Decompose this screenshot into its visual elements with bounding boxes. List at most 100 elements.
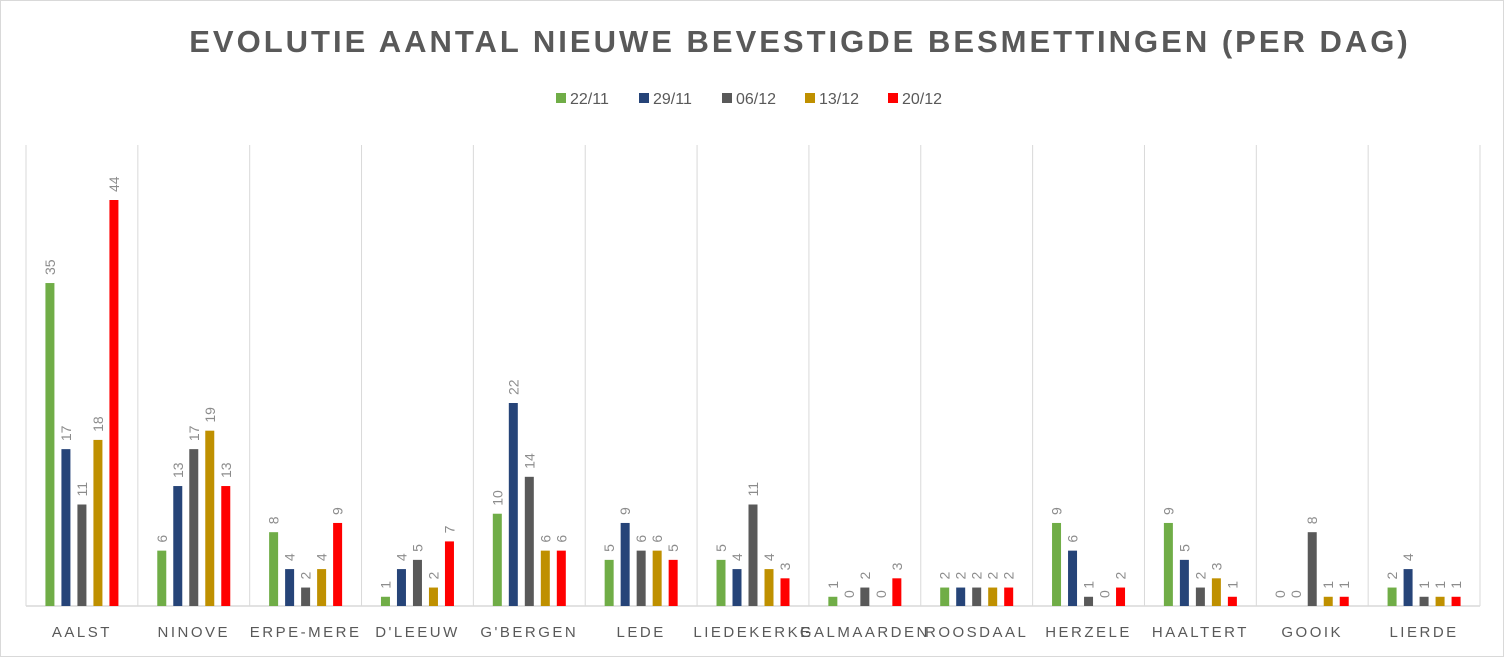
bar-22-11-1 — [157, 550, 167, 606]
data-label: 10 — [489, 490, 505, 506]
data-label: 2 — [985, 572, 1001, 580]
bar-20-12-12 — [1451, 596, 1461, 606]
data-label: 4 — [314, 553, 330, 561]
bar-22-11-5 — [604, 559, 614, 606]
bar-22-11-8 — [940, 587, 950, 606]
bar-06-12-2 — [301, 587, 311, 606]
data-label: 6 — [537, 535, 553, 543]
bar-22-11-2 — [269, 532, 279, 606]
bar-22-11-10 — [1163, 522, 1173, 606]
bar-29-11-6 — [732, 569, 742, 606]
data-label: 4 — [1400, 553, 1416, 561]
data-label: 1 — [377, 581, 393, 589]
data-label: 0 — [1288, 590, 1304, 598]
bar-29-11-10 — [1179, 559, 1189, 606]
bar-13-12-5 — [652, 550, 662, 606]
bar-22-11-3 — [380, 596, 390, 606]
legend-label: 13/12 — [819, 91, 859, 108]
data-label: 0 — [841, 590, 857, 598]
data-label: 1 — [1448, 581, 1464, 589]
legend-swatch — [639, 93, 649, 103]
data-label: 0 — [1097, 590, 1113, 598]
bar-06-12-11 — [1307, 532, 1317, 606]
data-label: 5 — [601, 544, 617, 552]
data-label: 0 — [873, 590, 889, 598]
data-label: 4 — [729, 553, 745, 561]
bar-20-12-2 — [333, 522, 343, 606]
data-label: 9 — [1160, 507, 1176, 515]
bar-20-12-1 — [221, 486, 231, 606]
bar-13-12-3 — [428, 587, 438, 606]
bar-29-11-0 — [61, 449, 71, 606]
data-label: 1 — [1416, 581, 1432, 589]
bar-20-12-11 — [1339, 596, 1349, 606]
legend-label: 22/11 — [570, 91, 609, 108]
data-label: 1 — [825, 581, 841, 589]
data-label: 44 — [106, 176, 122, 192]
data-label: 18 — [90, 416, 106, 432]
data-label: 2 — [1113, 572, 1129, 580]
data-label: 9 — [330, 507, 346, 515]
bar-29-11-12 — [1403, 569, 1413, 606]
bar-13-12-1 — [205, 430, 215, 606]
data-label: 17 — [186, 425, 202, 441]
category-label: LIERDE — [1389, 624, 1458, 641]
bar-20-12-3 — [444, 541, 454, 606]
bar-13-12-4 — [540, 550, 550, 606]
category-label: AALST — [52, 624, 112, 641]
bar-13-12-6 — [764, 569, 774, 606]
legend-swatch — [805, 93, 815, 103]
category-label: D'LEEUW — [375, 624, 460, 641]
data-label: 11 — [745, 482, 761, 497]
data-label: 7 — [441, 525, 457, 533]
data-label: 6 — [553, 535, 569, 543]
category-labels: AALST NINOVE ERPE-MERE D'LEEUW G'BERGEN LEDE L… — [52, 624, 1458, 641]
category-label: LIEDEKERKE — [693, 624, 812, 641]
gridlines — [25, 145, 1481, 607]
data-label: 4 — [761, 553, 777, 561]
data-label: 5 — [409, 544, 425, 552]
data-label: 13 — [218, 462, 234, 478]
bar-20-12-8 — [1004, 587, 1014, 606]
bar-20-12-5 — [668, 559, 678, 606]
data-label: 2 — [953, 572, 969, 580]
data-label: 5 — [713, 544, 729, 552]
category-label: ERPE-MERE — [250, 624, 362, 641]
bar-13-12-8 — [988, 587, 998, 606]
bar-06-12-7 — [860, 587, 870, 606]
bar-06-12-1 — [189, 449, 199, 606]
data-label: 3 — [1208, 562, 1224, 570]
data-label: 13 — [170, 462, 186, 478]
bar-13-12-2 — [317, 569, 327, 606]
bars — [45, 200, 1461, 606]
data-label: 3 — [777, 562, 793, 570]
bar-13-12-12 — [1435, 596, 1445, 606]
bar-22-11-0 — [45, 283, 55, 606]
data-label: 6 — [154, 535, 170, 543]
data-label: 2 — [969, 572, 985, 580]
legend-swatch — [888, 93, 898, 103]
bar-06-12-12 — [1419, 596, 1429, 606]
data-label: 2 — [1192, 572, 1208, 580]
data-label: 35 — [42, 259, 58, 275]
data-label: 1 — [1336, 581, 1352, 589]
bar-06-12-10 — [1195, 587, 1205, 606]
data-label: 6 — [633, 535, 649, 543]
data-label: 9 — [617, 507, 633, 515]
data-label: 1 — [1320, 581, 1336, 589]
category-label: GOOIK — [1281, 624, 1343, 641]
data-label: 1 — [1224, 581, 1240, 589]
bar-13-12-10 — [1211, 578, 1221, 606]
data-label: 8 — [266, 516, 282, 524]
data-label: 1 — [1081, 581, 1097, 589]
legend: 22/11 29/11 06/12 13/12 20/12 — [556, 91, 942, 108]
bar-29-11-3 — [396, 569, 406, 606]
bar-22-11-4 — [492, 513, 502, 606]
bar-20-12-0 — [109, 200, 119, 606]
data-label: 2 — [857, 572, 873, 580]
category-label: HERZELE — [1045, 624, 1132, 641]
bar-20-12-10 — [1227, 596, 1237, 606]
bar-13-12-11 — [1323, 596, 1333, 606]
